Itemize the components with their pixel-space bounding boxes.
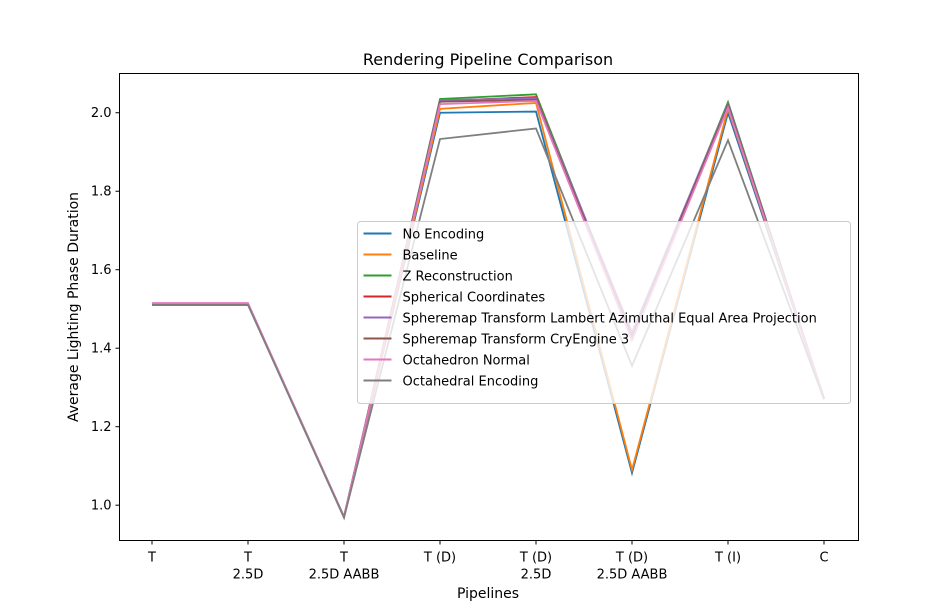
legend-entry-label: Spheremap Transform Lambert Azimuthal Eq…	[403, 312, 817, 327]
legend-entry-label: Spheremap Transform CryEngine 3	[403, 333, 630, 348]
y-tick-label: 1.6	[91, 263, 112, 278]
legend-entry-label: Octahedron Normal	[403, 354, 530, 369]
legend-entry-label: Spherical Coordinates	[403, 291, 546, 306]
legend-entry-label: Octahedral Encoding	[403, 375, 539, 390]
legend-entry-label: Baseline	[403, 249, 458, 264]
legend-entry-label: No Encoding	[403, 228, 485, 243]
x-tick-label: 2.5D AABB	[309, 568, 380, 583]
plot-frame	[119, 73, 859, 541]
x-tick-label: T (D)	[423, 551, 456, 566]
chart-title: Rendering Pipeline Comparison	[363, 50, 613, 69]
y-tick-label: 1.4	[91, 342, 112, 357]
legend: No Encoding Baseline Z Reconstruction Spher…	[357, 221, 851, 404]
x-tick-label: T	[147, 551, 156, 566]
x-tick-label: T (D)	[615, 551, 648, 566]
y-tick-label: 1.8	[91, 185, 112, 200]
y-axis-label: Average Lighting Phase Duration	[66, 192, 82, 422]
y-tick-label: 1.0	[91, 499, 112, 514]
x-tick-label: T	[243, 551, 252, 566]
y-tick-label: 1.2	[91, 420, 112, 435]
x-tick-label: T (D)	[519, 551, 552, 566]
series-line-7	[152, 127, 825, 521]
legend-entry-label: Z Reconstruction	[403, 270, 513, 285]
x-tick-label: T	[339, 551, 348, 566]
x-tick-label: 2.5D AABB	[597, 568, 668, 583]
y-tick-label: 2.0	[91, 106, 112, 121]
series-layer	[152, 93, 825, 521]
legend-box	[357, 221, 851, 404]
y-axis: 1.0 1.2 1.4 1.6 1.8 2.0	[91, 106, 120, 514]
x-tick-label: 2.5D	[233, 568, 264, 583]
x-tick-label: T (I)	[714, 551, 741, 566]
x-axis: T T 2.5D T 2.5D AABB T (D) T (D) 2.5D T (D) 2.5D …	[147, 540, 829, 583]
x-tick-label: C	[819, 551, 828, 566]
x-axis-label: Pipelines	[457, 586, 519, 602]
x-tick-label: 2.5D	[521, 568, 552, 583]
